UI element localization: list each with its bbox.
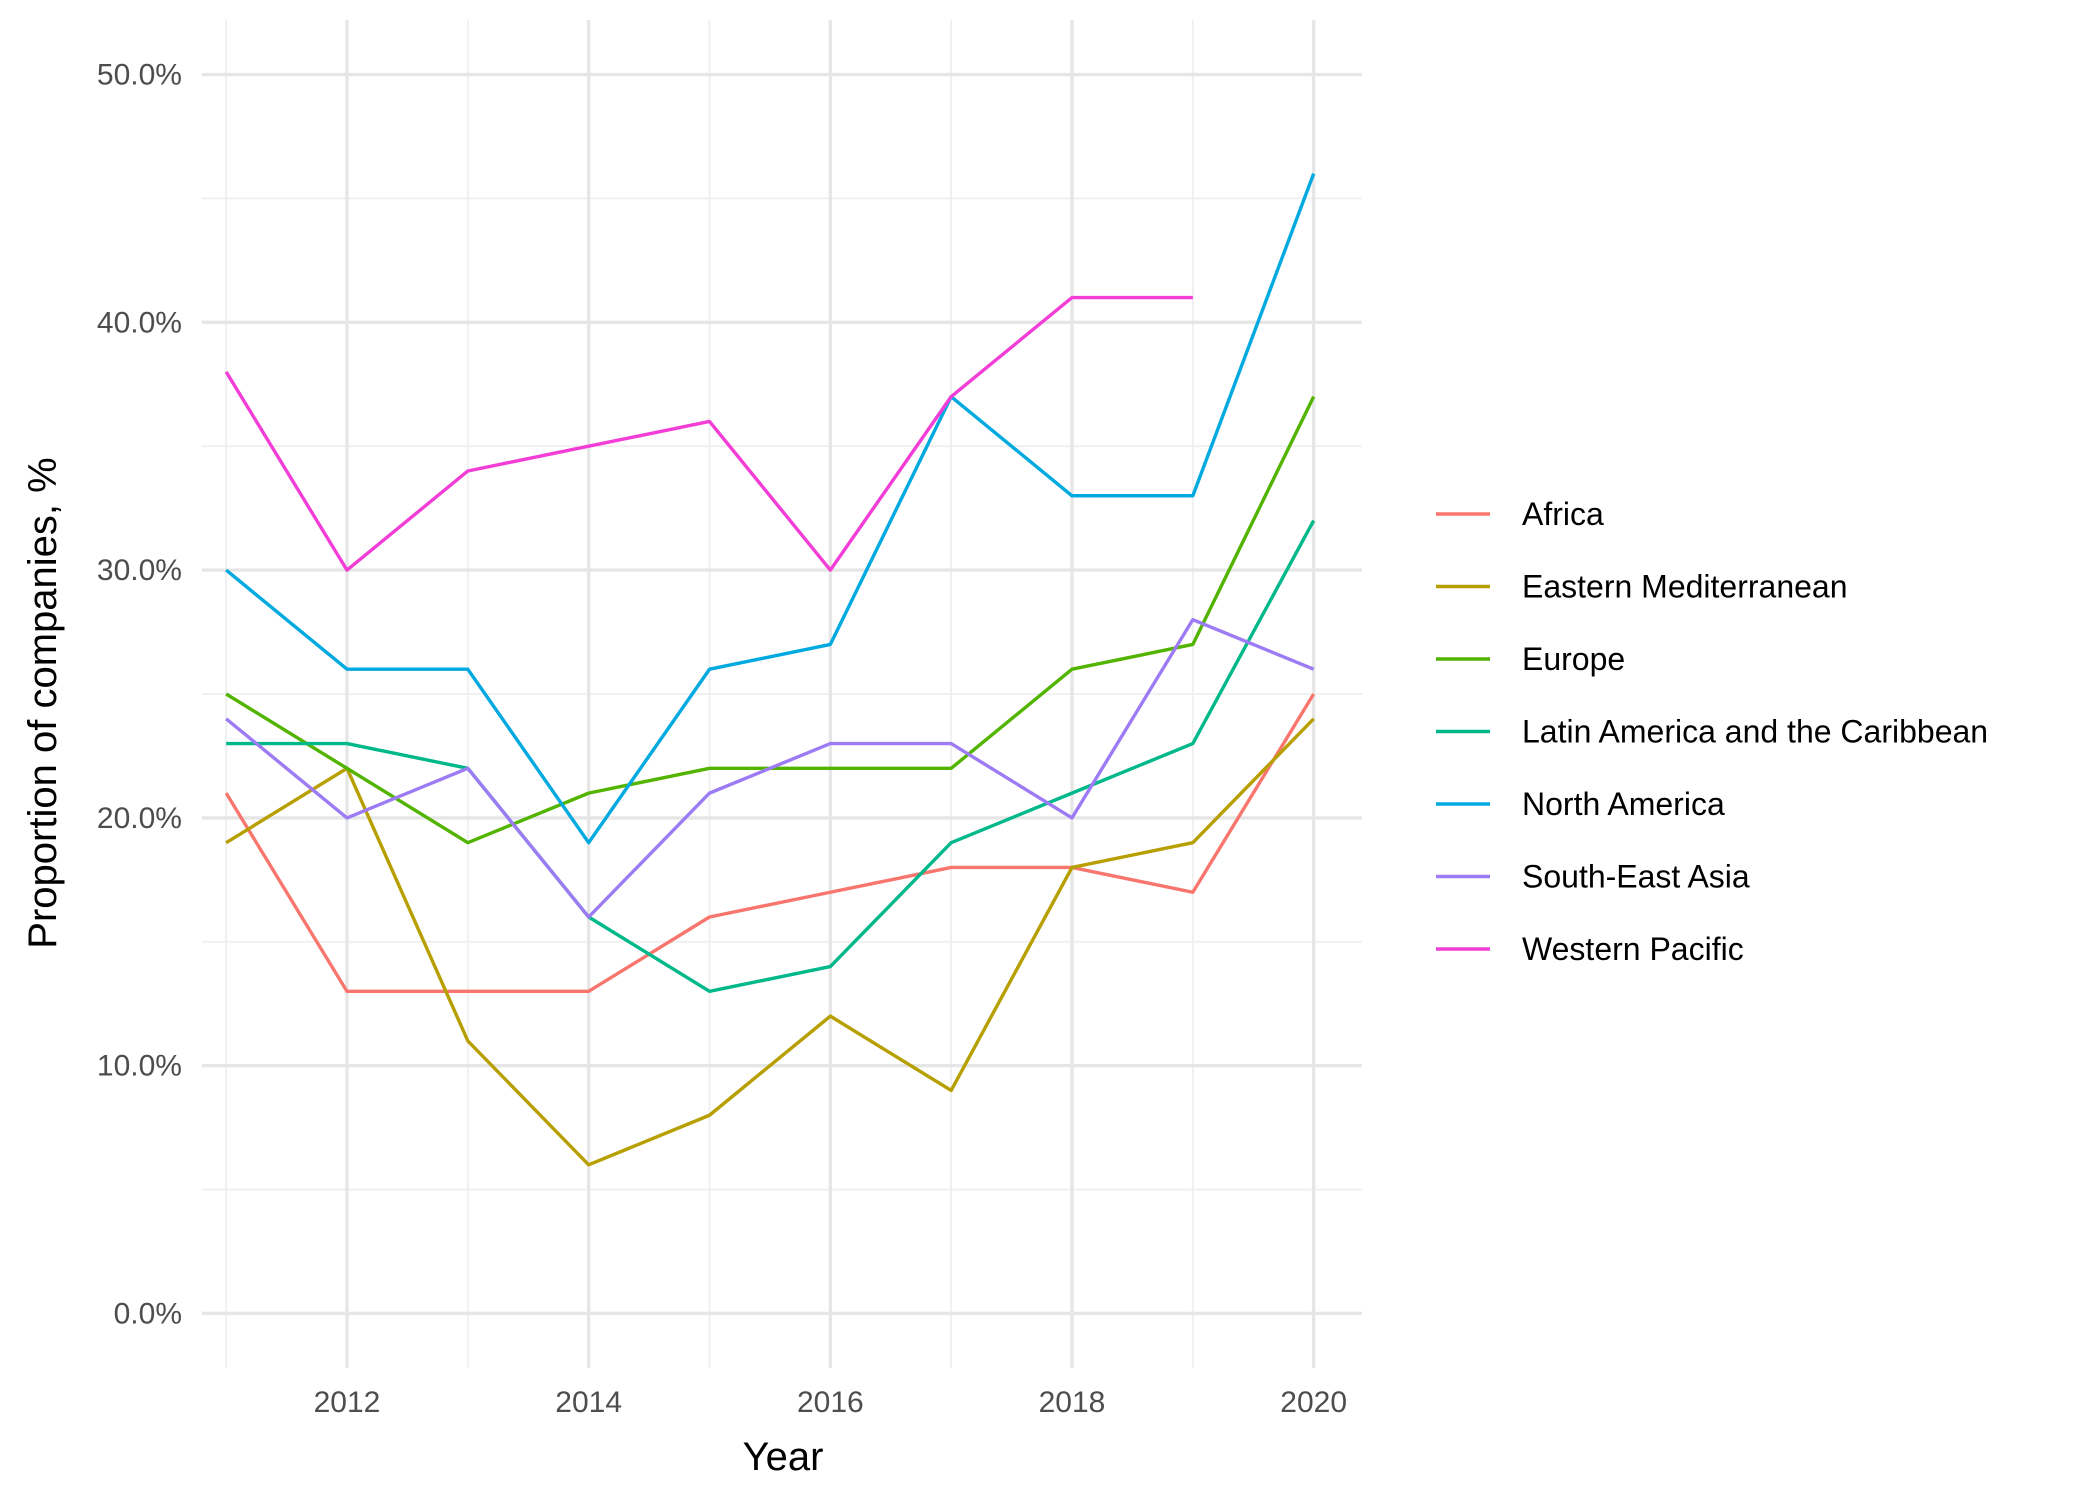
series-line-africa [224, 693, 1316, 994]
minor-gridlines [202, 20, 1362, 1368]
y-tick-label: 50.0% [97, 59, 182, 92]
x-tick-label: 2012 [314, 1386, 381, 1419]
series-line-europe [225, 395, 1316, 845]
series-line-western-pacific [224, 295, 1193, 572]
legend: Africa Eastern Mediterranean Europe Latin A… [1436, 496, 1988, 967]
x-tick-label: 2020 [1280, 1386, 1347, 1419]
x-tick-label: 2018 [1039, 1386, 1106, 1419]
y-tick-label: 30.0% [97, 554, 182, 587]
y-tick-label: 20.0% [97, 802, 182, 835]
legend-label-western-pacific: Western Pacific [1522, 931, 1744, 967]
series-line-north-america [225, 173, 1316, 845]
x-axis-tick-labels: 2012 2014 2016 2018 2020 [314, 1386, 1347, 1419]
x-tick-label: 2016 [797, 1386, 864, 1419]
legend-label-north-america: North America [1522, 786, 1725, 822]
legend-label-eastern-mediterranean: Eastern Mediterranean [1522, 569, 1848, 605]
y-axis-tick-labels: 0.0% 10.0% 20.0% 30.0% 40.0% 50.0% [97, 59, 182, 1331]
legend-label-south-east-asia: South-East Asia [1522, 859, 1750, 895]
series-line-latin-america-and-the-caribbean [226, 519, 1316, 994]
legend-label-africa: Africa [1522, 496, 1604, 532]
x-tick-label: 2014 [555, 1386, 622, 1419]
x-axis-title: Year [743, 1435, 824, 1479]
y-tick-label: 40.0% [97, 306, 182, 339]
major-gridlines [202, 20, 1362, 1368]
y-tick-label: 10.0% [97, 1050, 182, 1083]
legend-label-latin-america-and-the-caribbean: Latin America and the Caribbean [1522, 714, 1988, 750]
legend-label-europe: Europe [1522, 641, 1625, 677]
series-line-eastern-mediterranean [225, 717, 1315, 1167]
series-line-south-east-asia [225, 617, 1315, 919]
series-lines [224, 173, 1316, 1167]
y-axis-title: Proportion of companies, % [21, 457, 65, 948]
y-tick-label: 0.0% [114, 1297, 182, 1330]
